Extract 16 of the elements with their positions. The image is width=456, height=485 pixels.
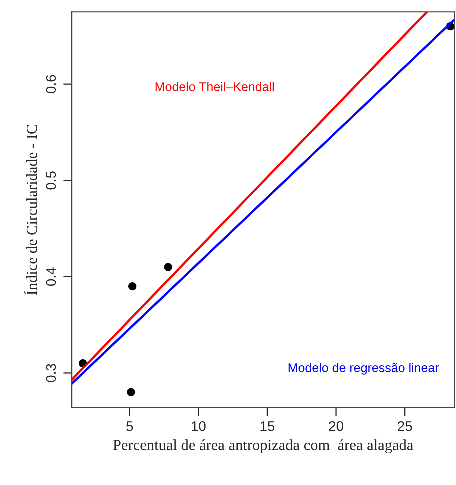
y-axis-title: Índice de Circularidade - IC — [24, 125, 38, 296]
x-tick-label: 25 — [398, 421, 412, 432]
point — [127, 388, 136, 397]
x-tick-label: 20 — [329, 421, 344, 432]
y-tick-label: 0.5 — [46, 172, 56, 190]
x-tick-label: 5 — [126, 422, 134, 432]
x-tick-label: 10 — [192, 421, 206, 432]
point — [128, 282, 137, 291]
text: Modelo de regressão linear — [288, 363, 440, 375]
y-tick-label: 0.3 — [46, 364, 56, 382]
text: Modelo Theil–Kendall — [156, 82, 274, 92]
x-axis-title: Percentual de área antropizada com área alagada — [113, 440, 414, 454]
point — [164, 263, 172, 272]
y-tick-label: 0.4 — [46, 268, 56, 286]
y-tick-label: 0.6 — [46, 75, 56, 94]
x-tick-label: 15 — [260, 422, 275, 432]
